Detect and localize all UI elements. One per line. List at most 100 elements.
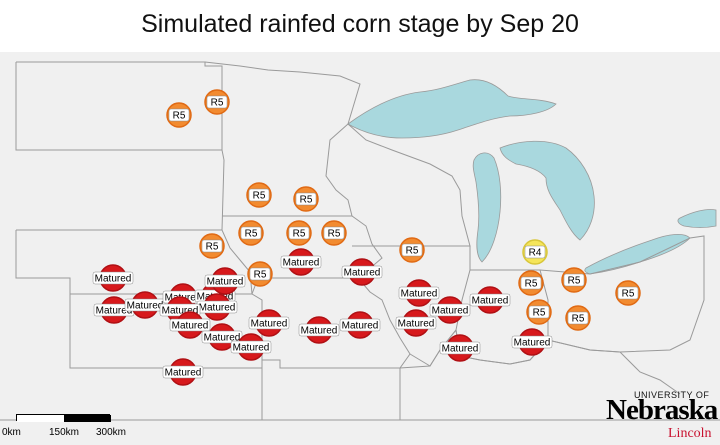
station-label-6: R5 xyxy=(328,229,341,240)
scale-label-300: 300km xyxy=(96,427,127,438)
station-marker-36: Matured xyxy=(230,333,272,361)
station-marker-34: Matured xyxy=(395,309,437,337)
station-label-box-1 xyxy=(206,95,228,109)
station-marker-1: R5 xyxy=(204,89,230,115)
station-marker-5: R5 xyxy=(286,220,312,246)
station-label-37: Matured xyxy=(442,344,479,355)
station-label-10: R5 xyxy=(568,276,581,287)
station-label-26: Matured xyxy=(172,321,209,332)
station-marker-28: Matured xyxy=(204,267,246,295)
land-background xyxy=(0,52,720,445)
logo-city-text: Lincoln xyxy=(668,426,712,441)
station-label-24: Matured xyxy=(344,268,381,279)
station-label-box-32 xyxy=(398,286,440,300)
station-marker-30: Matured xyxy=(298,316,340,344)
station-marker-3: R5 xyxy=(293,186,319,212)
station-label-13: R5 xyxy=(533,308,546,319)
station-label-box-4 xyxy=(240,226,262,240)
university-logo: UNIVERSITY OF Nebraska Lincoln xyxy=(606,388,718,443)
station-label-box-28 xyxy=(204,274,246,288)
logo-name-text: Nebraska xyxy=(606,394,718,426)
station-label-28: Matured xyxy=(207,277,244,288)
station-label-25: Matured xyxy=(162,306,199,317)
station-label-box-15 xyxy=(617,286,639,300)
station-marker-0: R5 xyxy=(166,102,192,128)
scale-bar: 0km 150km 300km xyxy=(2,414,126,444)
station-marker-10: R5 xyxy=(561,267,587,293)
station-label-box-23 xyxy=(280,255,322,269)
station-label-38: Matured xyxy=(514,338,551,349)
station-label-32: Matured xyxy=(401,289,438,300)
station-marker-24: Matured xyxy=(341,258,383,286)
station-label-box-3 xyxy=(295,192,317,206)
station-label-box-39 xyxy=(162,365,204,379)
station-label-box-0 xyxy=(168,108,190,122)
station-marker-9: R5 xyxy=(399,237,425,263)
station-label-7: R5 xyxy=(206,242,219,253)
station-marker-8: R5 xyxy=(247,261,273,287)
station-marker-31: Matured xyxy=(339,311,381,339)
station-marker-29: Matured xyxy=(201,323,243,351)
station-label-23: Matured xyxy=(283,258,320,269)
station-label-33: Matured xyxy=(432,306,469,317)
station-marker-15: R5 xyxy=(615,280,641,306)
station-label-box-37 xyxy=(439,341,481,355)
station-label-34: Matured xyxy=(398,319,435,330)
station-label-8: R5 xyxy=(254,270,267,281)
scale-bar-segment-black xyxy=(64,415,111,422)
station-marker-14: R5 xyxy=(565,305,591,331)
lake-superior xyxy=(347,79,557,139)
station-marker-2: R5 xyxy=(246,182,272,208)
station-marker-35: Matured xyxy=(469,286,511,314)
station-label-box-2 xyxy=(248,188,270,202)
station-label-11: R4 xyxy=(529,248,542,259)
station-label-9: R5 xyxy=(406,246,419,257)
scale-label-0: 0km xyxy=(2,427,21,438)
station-marker-23: Matured xyxy=(280,248,322,276)
station-label-36: Matured xyxy=(233,343,270,354)
station-label-17: Matured xyxy=(95,274,132,285)
station-label-19: Matured xyxy=(127,301,164,312)
station-marker-26: Matured xyxy=(169,311,211,339)
station-label-box-17 xyxy=(92,271,134,285)
station-label-box-27 xyxy=(248,316,290,330)
lake-michigan xyxy=(472,152,502,263)
station-label-box-30 xyxy=(298,323,340,337)
station-label-35: Matured xyxy=(472,296,509,307)
station-label-27: Matured xyxy=(251,319,288,330)
station-label-box-34 xyxy=(395,316,437,330)
station-marker-27: Matured xyxy=(248,309,290,337)
station-marker-32: Matured xyxy=(398,279,440,307)
station-label-30: Matured xyxy=(301,326,338,337)
station-marker-7: R5 xyxy=(199,233,225,259)
station-label-4: R5 xyxy=(245,229,258,240)
station-label-0: R5 xyxy=(173,111,186,122)
station-label-5: R5 xyxy=(293,229,306,240)
station-marker-6: R5 xyxy=(321,220,347,246)
station-label-31: Matured xyxy=(342,321,379,332)
station-marker-11: R4 xyxy=(522,239,548,265)
station-label-15: R5 xyxy=(622,289,635,300)
station-label-1: R5 xyxy=(211,98,224,109)
station-label-box-9 xyxy=(401,243,423,257)
station-label-2: R5 xyxy=(253,191,266,202)
station-label-18: Matured xyxy=(96,306,133,317)
station-marker-22: Matured xyxy=(196,293,238,321)
station-label-box-13 xyxy=(528,305,550,319)
station-marker-38: Matured xyxy=(511,328,553,356)
station-marker-37: Matured xyxy=(439,334,481,362)
station-label-box-7 xyxy=(201,239,223,253)
station-label-box-10 xyxy=(563,273,585,287)
station-label-29: Matured xyxy=(204,333,241,344)
station-label-box-5 xyxy=(288,226,310,240)
station-label-box-8 xyxy=(249,267,271,281)
station-marker-12: R5 xyxy=(518,270,544,296)
station-label-14: R5 xyxy=(572,314,585,325)
station-label-box-6 xyxy=(323,226,345,240)
station-marker-4: R5 xyxy=(238,220,264,246)
station-label-box-36 xyxy=(230,340,272,354)
station-label-3: R5 xyxy=(300,195,313,206)
station-label-39: Matured xyxy=(165,368,202,379)
